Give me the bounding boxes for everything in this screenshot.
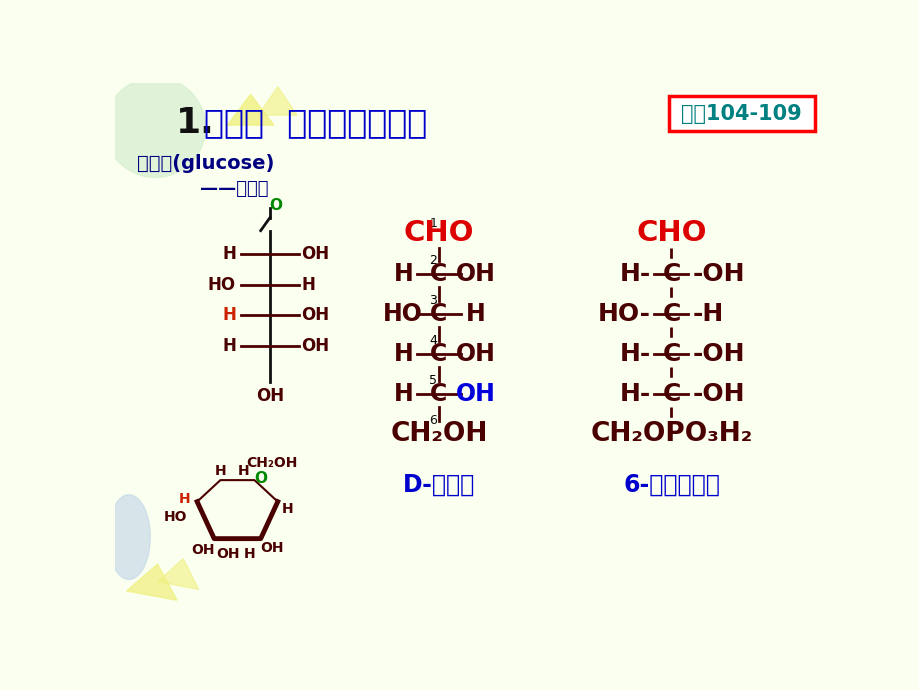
Text: OH: OH [260, 541, 284, 555]
Text: 1.: 1. [176, 106, 214, 140]
Text: H: H [243, 547, 255, 561]
Text: 5: 5 [429, 374, 437, 387]
Text: H-: H- [618, 342, 650, 366]
Text: -OH: -OH [692, 382, 744, 406]
Bar [668, 96, 814, 131]
Polygon shape [127, 564, 176, 600]
Text: OH: OH [456, 262, 495, 286]
Text: 参见104-109: 参见104-109 [680, 104, 800, 124]
Text: 6: 6 [429, 414, 437, 427]
Text: CHO: CHO [403, 219, 473, 247]
Polygon shape [227, 95, 274, 125]
Text: O: O [254, 471, 267, 486]
Text: H: H [222, 306, 236, 324]
Text: C: C [662, 382, 680, 406]
Text: CHO: CHO [636, 219, 706, 247]
Text: CH₂OPO₃H₂: CH₂OPO₃H₂ [590, 421, 752, 447]
Text: 4: 4 [429, 334, 437, 347]
Text: C: C [662, 302, 680, 326]
Text: OH: OH [456, 342, 495, 366]
Text: -OH: -OH [692, 262, 744, 286]
Text: C: C [662, 262, 680, 286]
Text: OH: OH [301, 306, 329, 324]
Text: 2: 2 [429, 254, 437, 267]
Text: 1: 1 [429, 217, 437, 230]
Text: HO: HO [383, 302, 423, 326]
Text: C: C [430, 302, 447, 326]
Text: C: C [430, 262, 447, 286]
Text: OH: OH [456, 382, 495, 406]
Text: OH: OH [255, 387, 284, 405]
Text: -H: -H [692, 302, 723, 326]
Text: OH: OH [301, 337, 329, 355]
Text: H: H [214, 464, 226, 478]
Text: H: H [222, 245, 236, 263]
Text: H: H [466, 302, 485, 326]
Text: CH₂OH: CH₂OH [246, 456, 298, 470]
Text: OH: OH [190, 543, 214, 558]
Text: H-: H- [618, 262, 650, 286]
Ellipse shape [108, 495, 150, 580]
Text: 6-磷酸葡萄糖: 6-磷酸葡萄糖 [622, 473, 719, 497]
Text: H: H [282, 502, 293, 516]
Text: 葡萄糖(glucose): 葡萄糖(glucose) [137, 154, 274, 173]
Text: H: H [238, 464, 249, 478]
Text: C: C [430, 342, 447, 366]
Text: OH: OH [216, 547, 240, 561]
Text: -OH: -OH [692, 342, 744, 366]
Text: 单糖：  不能再水解的糖: 单糖： 不能再水解的糖 [204, 106, 427, 139]
Circle shape [105, 77, 206, 177]
Text: O: O [269, 199, 282, 213]
Text: 3: 3 [429, 294, 437, 307]
Text: C: C [430, 382, 447, 406]
Text: OH: OH [301, 245, 329, 263]
Polygon shape [258, 87, 297, 115]
Text: HO: HO [164, 510, 187, 524]
Text: H-: H- [618, 382, 650, 406]
Polygon shape [157, 559, 199, 589]
Text: ——己醒糖: ——己醒糖 [200, 180, 268, 198]
Text: H: H [178, 491, 190, 506]
Text: H: H [393, 262, 413, 286]
Text: H: H [393, 382, 413, 406]
Text: D-葡萄糖: D-葡萄糖 [403, 473, 474, 497]
Text: H: H [393, 342, 413, 366]
Text: CH₂OH: CH₂OH [390, 421, 487, 447]
Text: C: C [662, 342, 680, 366]
Text: H: H [301, 275, 315, 293]
Text: HO: HO [208, 275, 236, 293]
Text: HO-: HO- [596, 302, 650, 326]
Text: H: H [222, 337, 236, 355]
